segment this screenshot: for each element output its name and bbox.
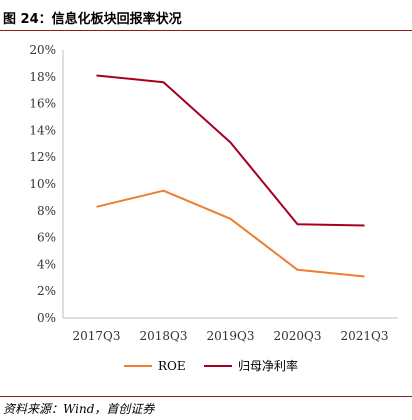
legend: ROE 归母净利率 [124,358,298,373]
y-tick-label: 18% [29,70,56,84]
y-tick-label: 4% [37,257,56,271]
figure-source: 资料来源：Wind，首创证券 [3,402,155,416]
y-tick-labels: 0% 2% 4% 6% 8% 10% 12% 14% 16% 18% 20% [29,43,56,325]
series-line [96,74,365,227]
bottom-rule [0,396,412,397]
y-tick-label: 20% [29,43,56,57]
x-tick-label: 2017Q3 [72,329,120,343]
y-tick-label: 12% [29,150,56,164]
legend-label: 归母净利率 [238,358,298,373]
y-tick-label: 14% [29,123,56,137]
y-tick-label: 8% [37,204,56,218]
y-tick-label: 6% [37,231,56,245]
y-tick-label: 16% [29,97,56,111]
x-tick-labels: 2017Q3 2018Q3 2019Q3 2020Q3 2021Q3 [72,329,388,343]
figure-header: 图 24：信息化板块回报率状况 [0,0,412,30]
series-lines [96,74,365,278]
legend-label: ROE [158,359,186,373]
series-line [96,189,365,278]
x-tick-label: 2021Q3 [340,329,388,343]
x-tick-label: 2019Q3 [206,329,254,343]
y-tick-label: 10% [29,177,56,191]
y-tick-label: 2% [37,284,56,298]
x-tick-label: 2018Q3 [139,329,187,343]
y-tick-label: 0% [37,311,56,325]
top-rule [0,30,412,31]
x-tick-label: 2020Q3 [273,329,321,343]
figure-title: 图 24：信息化板块回报率状况 [3,12,182,27]
